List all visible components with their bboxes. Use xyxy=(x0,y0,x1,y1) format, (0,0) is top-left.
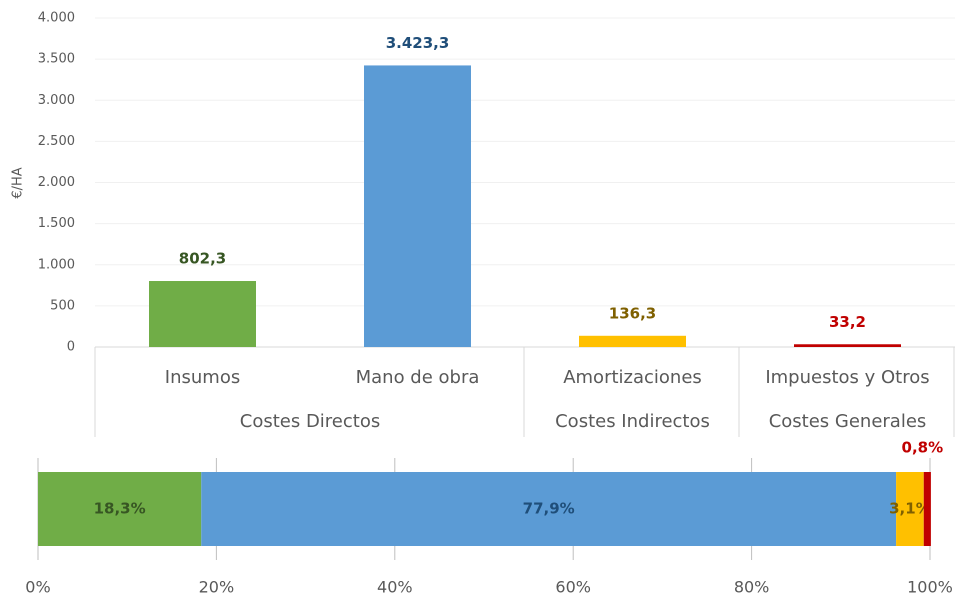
x-tick-label: 60% xyxy=(555,578,591,597)
data-label: 33,2 xyxy=(829,313,866,331)
bar xyxy=(579,336,686,347)
y-tick-label: 1.500 xyxy=(38,216,75,231)
x-tick-label: 80% xyxy=(734,578,770,597)
x-tick-label: Mano de obra xyxy=(356,367,480,388)
group-label: Costes Generales xyxy=(769,411,927,432)
y-tick-label: 500 xyxy=(50,298,75,313)
chart: €/HA 0 500 1.000 1.500 2.000 2.500 3.000 3.500 4.… xyxy=(0,0,955,597)
bar xyxy=(364,65,471,347)
y-tick-label: 3.000 xyxy=(38,93,75,108)
data-label: 802,3 xyxy=(179,250,226,268)
y-tick-label: 3.500 xyxy=(38,52,75,67)
y-tick-label: 0 xyxy=(67,340,75,355)
x-tick-label: 100% xyxy=(907,578,953,597)
x-tick-label: Impuestos y Otros xyxy=(765,367,929,388)
x-tick-label: Insumos xyxy=(165,367,240,388)
data-label: 77,9% xyxy=(523,500,575,518)
y-tick-label: 4.000 xyxy=(38,11,75,26)
x-tick-label: 40% xyxy=(377,578,413,597)
bar xyxy=(149,281,256,347)
bar xyxy=(794,344,901,347)
data-label: 136,3 xyxy=(609,304,656,322)
y-axis-title: €/HA xyxy=(11,167,26,198)
data-label: 0,8% xyxy=(902,439,944,457)
bar-segment xyxy=(924,472,931,546)
x-tick-label: 0% xyxy=(25,578,50,597)
data-label: 18,3% xyxy=(94,500,146,518)
data-label: 3.423,3 xyxy=(386,34,450,52)
y-tick-label: 2.000 xyxy=(38,175,75,190)
group-label: Costes Indirectos xyxy=(555,411,710,432)
y-tick-label: 2.500 xyxy=(38,134,75,149)
x-tick-label: Amortizaciones xyxy=(563,367,702,388)
y-tick-label: 1.000 xyxy=(38,257,75,272)
group-label: Costes Directos xyxy=(240,411,380,432)
x-tick-label: 20% xyxy=(199,578,235,597)
